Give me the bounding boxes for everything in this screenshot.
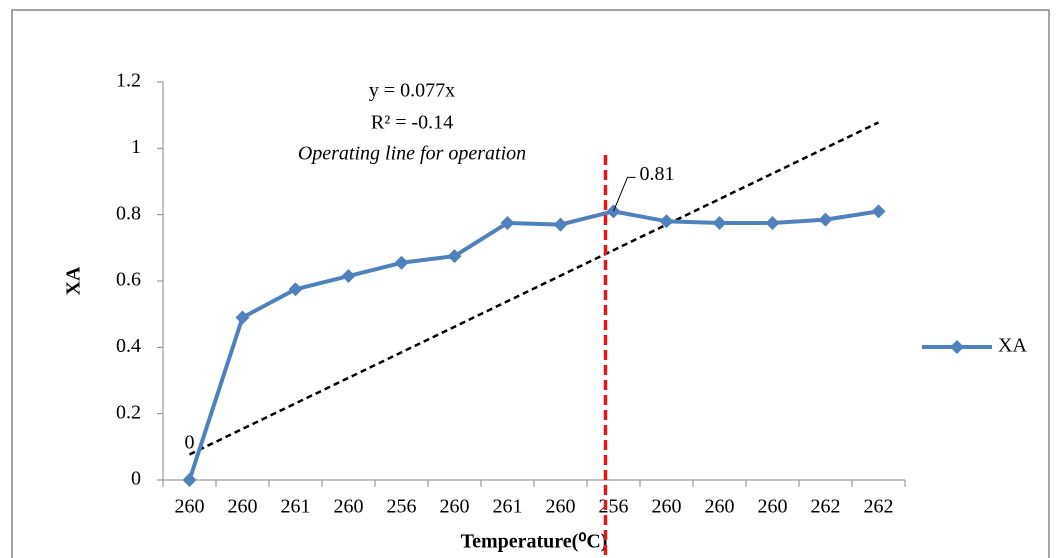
trendline	[188, 121, 880, 456]
y-tick-label: 0.8	[116, 202, 141, 224]
x-tick-label: 260	[440, 496, 470, 518]
point-marker	[394, 255, 409, 270]
legend-label: XA	[998, 335, 1027, 357]
x-tick-label: 260	[705, 496, 735, 518]
data-label: 0.81	[640, 163, 675, 185]
x-tick-label: 262	[811, 496, 841, 518]
y-tick-label: 1	[131, 136, 141, 158]
chart-border	[11, 9, 1050, 558]
point-marker	[182, 473, 197, 487]
x-tick-label: 260	[546, 496, 576, 518]
x-tick-label: 261	[281, 496, 311, 518]
y-tick-label: 0.2	[116, 401, 141, 423]
y-tick-label: 0	[131, 468, 141, 490]
point-marker	[447, 249, 462, 264]
point-marker	[712, 215, 727, 230]
trend-equation: y = 0.077x	[369, 80, 455, 102]
label-leader	[613, 176, 636, 212]
x-tick-label: 260	[175, 496, 205, 518]
legend-marker	[950, 340, 964, 354]
x-tick-label: 260	[334, 496, 364, 518]
point-marker	[818, 212, 833, 227]
point-marker	[659, 214, 674, 229]
point-marker	[341, 269, 356, 284]
point-marker	[553, 217, 568, 232]
point-marker	[500, 215, 515, 230]
point-marker	[871, 204, 886, 219]
point-marker	[235, 310, 250, 325]
x-tick-label: 260	[228, 496, 258, 518]
y-tick-label: 0.4	[116, 335, 141, 357]
series-line	[187, 209, 879, 481]
trend-label: Operating line for operation	[298, 143, 526, 165]
y-axis-title: XA	[63, 266, 85, 295]
x-tick-label: 260	[758, 496, 788, 518]
x-tick-label: 260	[652, 496, 682, 518]
x-axis-title: Temperature(⁰C)	[461, 531, 608, 553]
data-label: 0	[185, 432, 195, 454]
x-tick-label: 261	[493, 496, 523, 518]
x-tick-label: 262	[864, 496, 894, 518]
point-marker	[288, 282, 303, 297]
trend-r-squared: R² = -0.14	[371, 112, 453, 134]
y-tick-label: 1.2	[116, 70, 141, 92]
y-tick-label: 0.6	[116, 269, 141, 291]
x-tick-label: 256	[387, 496, 417, 518]
x-tick-label: 256	[599, 496, 629, 518]
point-marker	[765, 215, 780, 230]
